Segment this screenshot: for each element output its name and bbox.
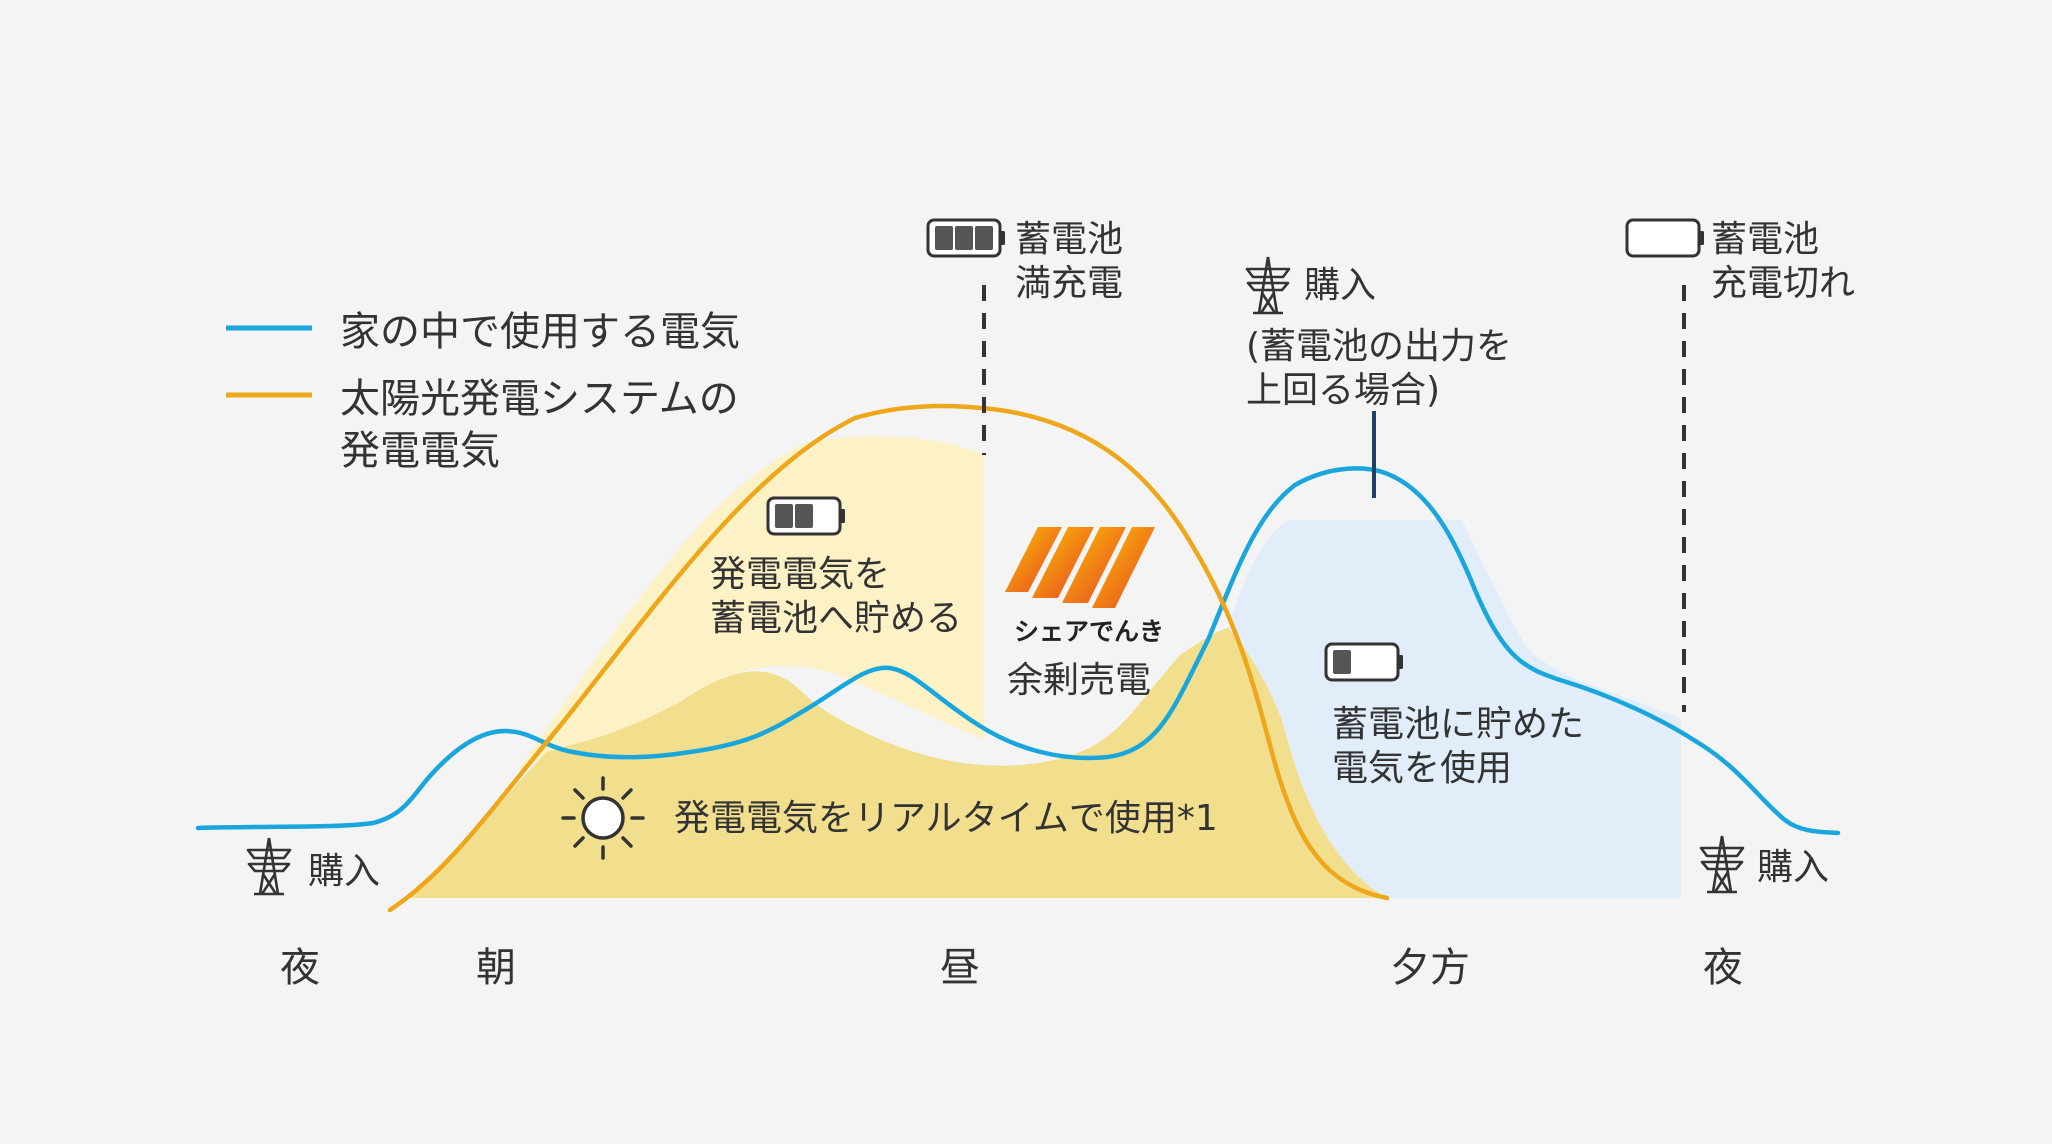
realtime-use-area bbox=[390, 628, 1387, 910]
transmission-tower-icon-left bbox=[246, 836, 292, 896]
surplus-sale-label: 余剰売電 bbox=[1007, 660, 1151, 701]
purchase-evening-note: (蓄電池の出力を bbox=[1246, 326, 1512, 367]
charge-label-2: 蓄電池へ貯める bbox=[710, 598, 962, 639]
solar-panel-logo-icon bbox=[1005, 527, 1155, 608]
battery-full-label-2: 満充電 bbox=[1015, 263, 1123, 304]
battery-two-thirds-icon bbox=[766, 496, 845, 536]
solar-generation-line bbox=[387, 403, 1390, 913]
battery-low-icon bbox=[1324, 642, 1403, 682]
charge-area bbox=[518, 436, 984, 770]
legend-solar-label-2: 発電電気 bbox=[340, 428, 500, 474]
legend-solar-label: 太陽光発電システムの bbox=[340, 376, 739, 422]
battery-empty-label-2: 充電切れ bbox=[1711, 263, 1855, 304]
transmission-tower-icon-right bbox=[1699, 834, 1745, 894]
purchase-right-label: 購入 bbox=[1757, 847, 1829, 888]
purchase-evening-note-2: 上回る場合) bbox=[1246, 370, 1440, 411]
charge-label: 発電電気を bbox=[710, 554, 890, 595]
brand-name: シェアでんき bbox=[1014, 617, 1164, 646]
legend-home-usage-label: 家の中で使用する電気 bbox=[340, 309, 740, 355]
home-usage-line bbox=[195, 466, 1841, 836]
time-label-night-start: 夜 bbox=[280, 945, 320, 991]
purchase-left-label: 購入 bbox=[308, 851, 380, 892]
battery-full-label: 蓄電池 bbox=[1015, 219, 1123, 260]
sun-icon bbox=[561, 776, 645, 860]
time-label-noon: 昼 bbox=[940, 945, 980, 991]
time-label-night-end: 夜 bbox=[1703, 945, 1743, 991]
battery-empty-icon bbox=[1625, 218, 1704, 258]
time-label-evening: 夕方 bbox=[1390, 945, 1470, 991]
battery-empty-label: 蓄電池 bbox=[1711, 219, 1819, 260]
purchase-evening-label: 購入 bbox=[1304, 265, 1376, 306]
time-label-morning: 朝 bbox=[476, 945, 516, 991]
discharge-label-2: 電気を使用 bbox=[1332, 748, 1512, 789]
discharge-area bbox=[1228, 520, 1681, 898]
transmission-tower-icon bbox=[1245, 255, 1291, 315]
battery-full-icon bbox=[926, 218, 1005, 258]
discharge-label: 蓄電池に貯めた bbox=[1332, 704, 1584, 745]
realtime-use-label: 発電電気をリアルタイムで使用*1 bbox=[674, 798, 1218, 839]
